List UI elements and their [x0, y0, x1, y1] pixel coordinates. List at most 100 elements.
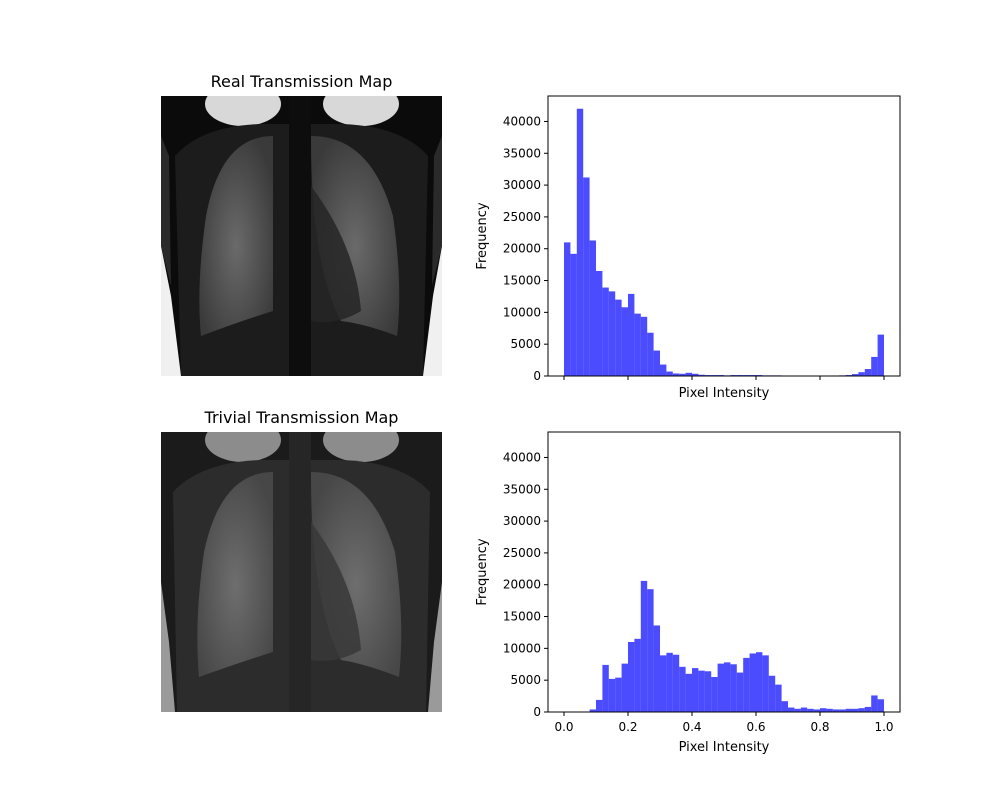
- histogram-bar: [615, 677, 622, 712]
- histogram-bar: [743, 657, 750, 712]
- histogram-bar: [775, 684, 782, 712]
- histogram-bar: [858, 708, 865, 712]
- y-tick-label: 40000: [503, 450, 541, 464]
- histogram-bar: [628, 642, 635, 712]
- histogram-bar: [762, 655, 769, 712]
- histogram-bar: [858, 372, 865, 376]
- histogram-bar: [640, 316, 648, 376]
- y-tick-label: 5000: [510, 337, 541, 351]
- y-tick-label: 30000: [503, 514, 541, 528]
- histogram-bar: [794, 708, 801, 712]
- x-tick-label: 1.0: [874, 720, 893, 734]
- histogram-bar: [864, 369, 872, 376]
- x-axis-label: Pixel Intensity: [679, 386, 770, 401]
- histogram-bar: [736, 672, 744, 712]
- histogram-bar: [692, 668, 699, 712]
- histogram-bar: [749, 653, 756, 712]
- histogram-bar: [877, 334, 884, 376]
- histogram-bar: [653, 350, 660, 376]
- y-tick-label: 10000: [503, 305, 541, 319]
- y-tick-label: 25000: [503, 210, 541, 224]
- image-title-trivial: Trivial Transmission Map: [204, 408, 399, 427]
- y-tick-label: 40000: [503, 114, 541, 128]
- histogram-bar: [666, 652, 673, 712]
- histogram-bar: [871, 356, 878, 376]
- trivial-transmission-map-image: [161, 432, 442, 712]
- histogram-bar: [589, 240, 596, 376]
- y-tick-label: 10000: [503, 641, 541, 655]
- histogram-bar: [647, 589, 654, 712]
- histogram-bar: [730, 664, 737, 712]
- histogram-bar: [852, 708, 859, 712]
- y-axis-label: Frequency: [475, 202, 490, 269]
- histogram-bar: [717, 663, 724, 712]
- histogram-bar: [711, 677, 718, 712]
- histogram-bar: [628, 293, 635, 376]
- histogram-bar: [698, 374, 705, 376]
- histogram-bar: [852, 374, 859, 376]
- y-tick-label: 35000: [503, 146, 541, 160]
- histogram-bar: [813, 709, 820, 712]
- y-tick-label: 0: [533, 369, 541, 383]
- y-axis-label: Frequency: [475, 538, 490, 605]
- histogram-bar: [596, 271, 603, 376]
- histogram-bar: [724, 662, 731, 712]
- histogram-trivial: 0 5000 10000 15000 20000 25000 30000 35000 40000…: [475, 431, 901, 755]
- histogram-bar: [820, 708, 827, 712]
- x-tick-label: 0.6: [746, 720, 765, 734]
- histogram-bar: [871, 695, 878, 712]
- histogram-bar: [698, 670, 705, 712]
- histogram-bar: [672, 654, 680, 712]
- histogram-bar: [839, 709, 846, 712]
- histogram-bar: [583, 177, 590, 376]
- histogram-bar: [807, 708, 814, 712]
- histogram-bar: [826, 708, 833, 712]
- histogram-bar: [564, 242, 571, 376]
- real-transmission-map-image: [161, 96, 442, 376]
- histogram-bar: [608, 678, 616, 712]
- histogram-bar: [704, 671, 712, 712]
- histogram-bar: [602, 287, 609, 376]
- histogram-bar: [653, 625, 660, 712]
- histogram-bar: [589, 709, 596, 712]
- x-tick-label: 0.4: [682, 720, 701, 734]
- histogram-bar: [877, 699, 884, 712]
- histogram-bar: [788, 707, 795, 712]
- x-tick-label: 0.0: [554, 720, 573, 734]
- y-tick-label: 0: [533, 705, 541, 719]
- x-tick-label: 0.8: [810, 720, 829, 734]
- axes-frame: [547, 431, 901, 713]
- histogram-bar: [608, 291, 616, 376]
- histogram-bar: [576, 108, 584, 377]
- y-tick-label: 15000: [503, 610, 541, 624]
- histogram-bar: [864, 706, 872, 712]
- histogram-bar: [685, 673, 692, 712]
- histogram-bar: [845, 708, 852, 712]
- histogram-bar: [768, 675, 776, 712]
- y-tick-label: 25000: [503, 546, 541, 560]
- histogram-bar: [634, 313, 641, 376]
- histogram-bar: [621, 663, 628, 712]
- histogram-bar: [685, 372, 692, 376]
- histogram-bar: [647, 332, 654, 376]
- y-tick-label: 35000: [503, 482, 541, 496]
- histogram-bar: [621, 307, 628, 376]
- histogram-bar: [756, 652, 763, 712]
- histogram-bar: [615, 299, 622, 376]
- y-tick-label: 15000: [503, 274, 541, 288]
- image-title-real: Real Transmission Map: [210, 72, 393, 91]
- histogram-real: 0 5000 10000 15000 20000 25000 30000 35000 40000…: [475, 95, 901, 401]
- histogram-bar: [660, 655, 667, 712]
- histogram-bar: [570, 253, 577, 376]
- y-tick-label: 20000: [503, 242, 541, 256]
- histogram-bar: [672, 373, 680, 376]
- histogram-bar: [666, 371, 673, 376]
- histogram-bar: [640, 580, 648, 712]
- histogram-bar: [781, 701, 788, 712]
- histogram-bar: [634, 638, 641, 712]
- histogram-bar: [800, 707, 808, 712]
- histogram-bar: [679, 666, 686, 712]
- x-axis-label: Pixel Intensity: [679, 740, 770, 755]
- y-tick-label: 30000: [503, 178, 541, 192]
